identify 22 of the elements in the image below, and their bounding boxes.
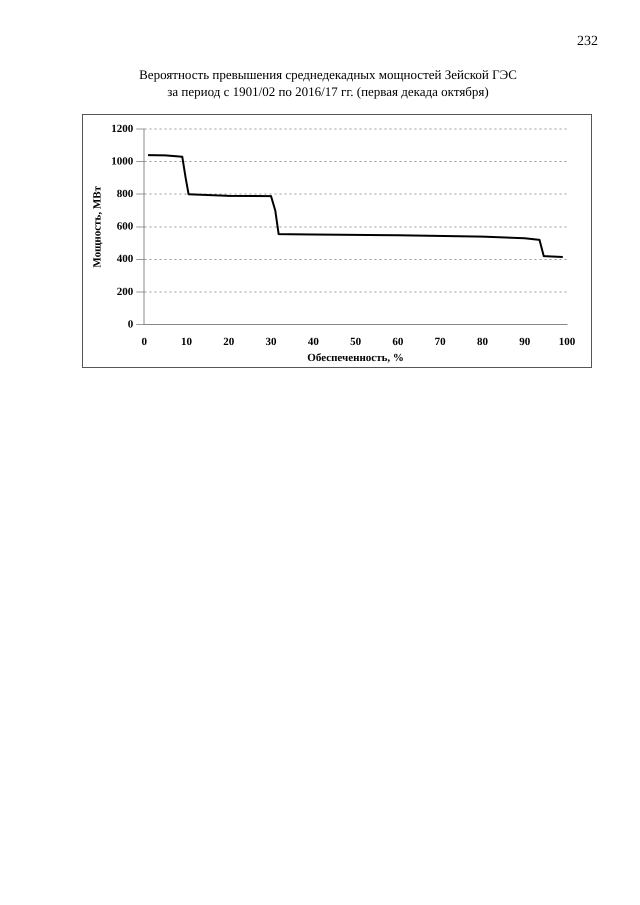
y-tick-label: 0 [128,318,134,330]
x-tick-label: 0 [141,336,148,348]
text: 232 [577,34,598,50]
x-tick-label: 90 [519,336,531,348]
x-tick-label: 30 [266,336,278,348]
y-tick-label: 800 [116,188,134,200]
x-tick-label: 80 [476,336,488,348]
x-tick-label: 10 [180,336,192,348]
x-tick-label: 20 [223,336,235,348]
y-tick-label: 1200 [111,122,134,135]
x-axis-title: Обеспеченность, % [307,352,404,364]
y-tick-label: 200 [116,286,134,298]
chart-title: Вероятность превышения среднедекадных мощностей Зейской ГЭС за период с 1901/02 по 2016/17 гг. (первая декада октября) [138,66,518,100]
y-tick-label: 400 [116,253,134,266]
x-tick-label: 40 [308,336,320,348]
x-tick-label: 60 [392,336,404,348]
y-axis-title: Мощность, МВт [91,185,104,268]
x-tick-label: 100 [558,336,576,348]
y-tick-label: 1000 [111,155,134,168]
y-tick-label: 600 [116,220,134,233]
x-tick-label: 70 [434,336,446,348]
x-tick-label: 50 [350,336,362,348]
